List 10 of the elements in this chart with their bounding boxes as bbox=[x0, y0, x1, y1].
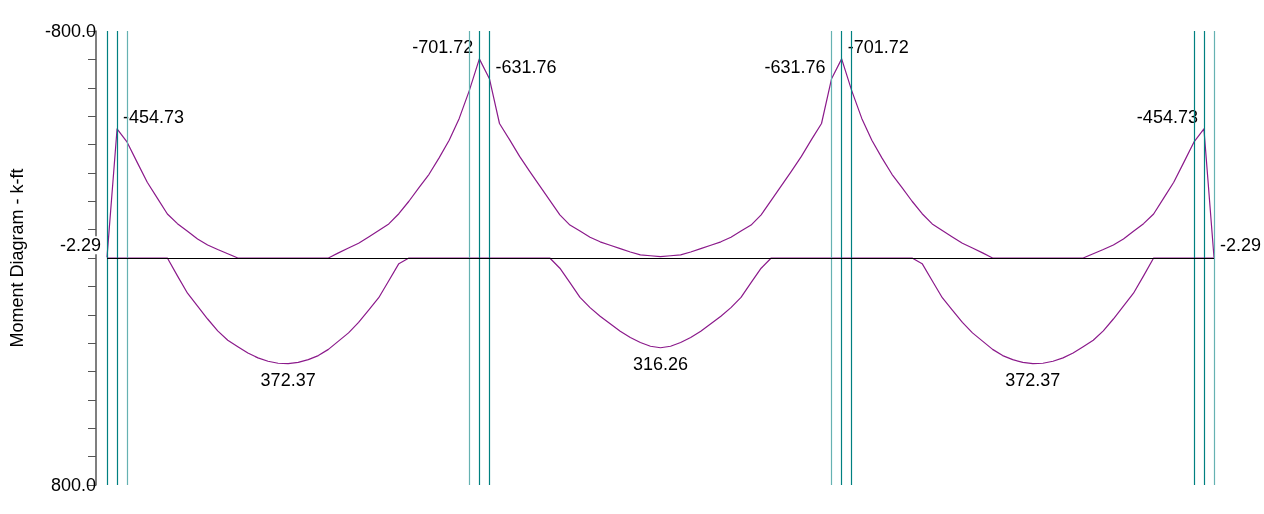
y-tick-label: -800.0 bbox=[44, 21, 96, 41]
data-label: 372.37 bbox=[260, 369, 316, 390]
data-label: -631.76 bbox=[764, 56, 826, 77]
data-label: 316.26 bbox=[632, 353, 689, 374]
data-label: 372.37 bbox=[1005, 369, 1061, 390]
data-label: -2.29 bbox=[59, 235, 101, 256]
y-axis-title: Moment Diagram - k-ft bbox=[7, 168, 27, 348]
data-label: -631.76 bbox=[495, 56, 557, 77]
data-label: -2.29 bbox=[1220, 235, 1262, 256]
y-tick-label: 800.0 bbox=[50, 475, 96, 495]
